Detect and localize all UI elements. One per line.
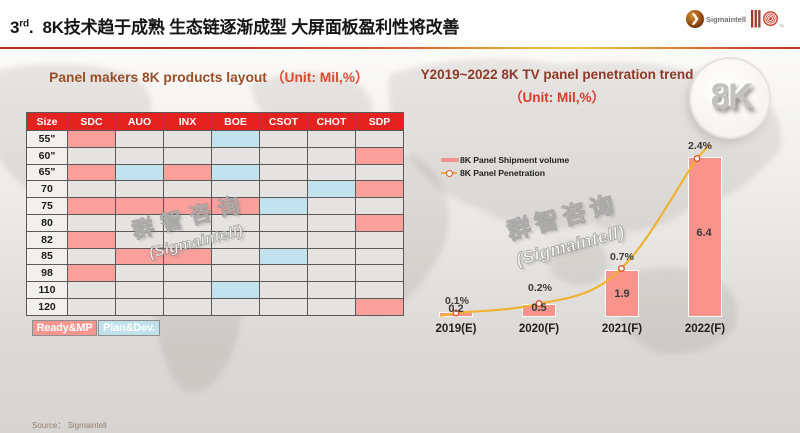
svg-text:TM: TM [779,23,784,28]
